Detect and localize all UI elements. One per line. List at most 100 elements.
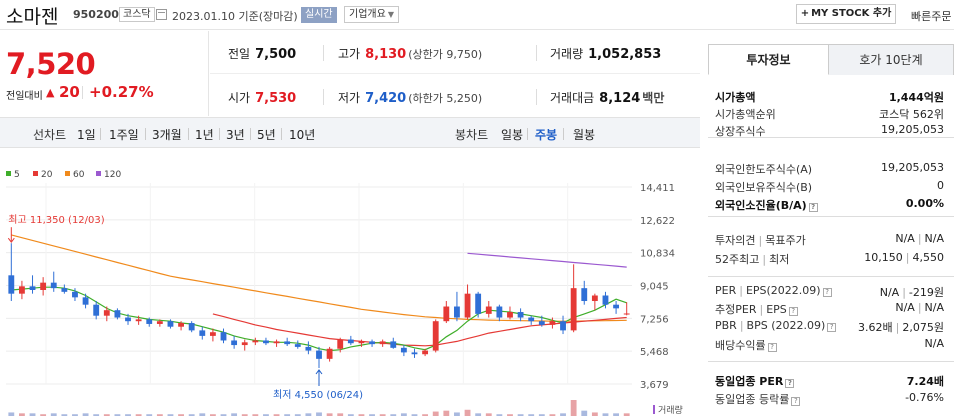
- change-label: 전일대비: [6, 91, 43, 102]
- volume-bar: [294, 414, 301, 416]
- help-icon[interactable]: ?: [822, 288, 832, 297]
- info-key: BPS (2022.09): [746, 319, 826, 332]
- y-tick-label: 10,834: [640, 249, 675, 260]
- help-icon[interactable]: ?: [767, 343, 777, 352]
- candle-weekly[interactable]: 주봉: [535, 128, 558, 142]
- foreign-ownership-group: 외국인한도주식수(A) 19,205,053 외국인보유주식수(B) 0 외국인소진…: [708, 138, 954, 217]
- panel-gap: [700, 31, 708, 416]
- y-tick-label: 3,679: [640, 380, 669, 391]
- period-1w[interactable]: 1주일: [109, 128, 139, 142]
- legend-ma120: 120: [96, 170, 121, 180]
- info-value: N/A: [924, 232, 944, 245]
- info-key: 투자의견: [715, 234, 756, 247]
- divider: [219, 128, 220, 140]
- volume-bar: [602, 413, 609, 416]
- volume-bar: [570, 400, 577, 416]
- volume-bar: [379, 414, 386, 416]
- divider: [563, 128, 564, 140]
- candle-body: [220, 332, 227, 341]
- company-overview-dropdown[interactable]: 기업개요 ▼: [344, 6, 399, 23]
- help-icon[interactable]: ?: [827, 323, 837, 332]
- volume-bar: [29, 413, 36, 416]
- info-row: 외국인보유주식수(B) 0: [715, 179, 944, 195]
- volume-bar: [623, 413, 630, 416]
- trade-amount: 거래대금 8,124 백만: [550, 89, 664, 106]
- period-10y[interactable]: 10년: [289, 128, 316, 142]
- info-key: PER: [715, 284, 737, 297]
- candle-body: [18, 286, 25, 294]
- volume: 거래량 1,052,853: [550, 45, 661, 62]
- info-value: 2,075원: [902, 321, 944, 334]
- help-icon[interactable]: ?: [788, 307, 798, 316]
- high-label: 고가: [338, 47, 361, 61]
- info-value: 10,150: [864, 251, 903, 264]
- stock-name: 소마젠: [6, 6, 59, 28]
- prev-close-label: 전일: [228, 47, 251, 61]
- high-price: 고가 8,130 (상한가 9,750): [338, 45, 482, 62]
- candle-body: [294, 344, 301, 347]
- amount-value: 8,124: [599, 91, 641, 106]
- help-icon[interactable]: ?: [791, 397, 801, 406]
- volume-bar: [156, 414, 163, 416]
- candle-body: [507, 312, 513, 318]
- candle-body: [337, 339, 344, 349]
- help-icon[interactable]: ?: [808, 203, 818, 212]
- add-mystock-button[interactable]: + MY STOCK 추가: [796, 4, 896, 24]
- candle-body: [231, 340, 238, 346]
- volume-bar: [485, 413, 492, 416]
- stock-chart[interactable]: 5 20 60 120 14,411 12,622 10,834 9,045 7,256…: [0, 149, 700, 416]
- info-row: 시가총액순위 코스닥 562위: [715, 106, 944, 122]
- candle-body: [284, 341, 291, 345]
- volume-bar: [114, 414, 121, 416]
- high-annotation: 최고 11,350 (12/03): [8, 214, 104, 226]
- volume-bar: [93, 414, 100, 416]
- candle-body: [40, 282, 47, 290]
- info-row: 추정PER | EPS? N/A | N/A: [715, 301, 944, 316]
- legend-swatch: [65, 171, 70, 176]
- period-5y[interactable]: 5년: [257, 128, 276, 142]
- volume-bar: [72, 414, 78, 416]
- volume-bar: [188, 414, 195, 416]
- volume-bar: [199, 413, 206, 416]
- volume-bar: [400, 413, 407, 416]
- chart-canvas: 14,411 12,622 10,834 9,045 7,256 5,468 3,679 거래…: [6, 183, 683, 416]
- info-key: 배당수익률: [715, 339, 766, 352]
- divider: [536, 89, 537, 105]
- info-value: 코스닥 562위: [879, 108, 944, 121]
- period-3m[interactable]: 3개월: [152, 128, 182, 142]
- legend-swatch: [33, 171, 38, 176]
- candle-body: [369, 341, 375, 345]
- quick-order-link[interactable]: 빠른주문: [911, 10, 952, 23]
- low-price: 저가 7,420 (하한가 5,250): [338, 89, 482, 106]
- info-key: PBR: [715, 319, 737, 332]
- info-value: 3.62배: [858, 321, 893, 334]
- low-arrow-icon: [315, 369, 323, 375]
- volume-bar: [496, 414, 503, 416]
- volume-bar: [8, 412, 15, 416]
- open-label: 시가: [228, 91, 251, 105]
- candle-body: [252, 340, 259, 343]
- candle-chart-label: 봉차트: [455, 128, 489, 142]
- price-change: 20: [59, 83, 80, 101]
- period-1d[interactable]: 1일: [77, 128, 96, 142]
- candle-body: [103, 310, 110, 316]
- base-date: 2023.01.10 기준(장마감): [172, 10, 298, 23]
- period-1y[interactable]: 1년: [195, 128, 214, 142]
- period-3y[interactable]: 3년: [226, 128, 245, 142]
- candle-monthly[interactable]: 월봉: [573, 128, 596, 142]
- realtime-button[interactable]: 실시간: [301, 7, 337, 23]
- volume-bar: [135, 414, 142, 416]
- volume-bar: [560, 413, 566, 416]
- divider: [323, 89, 324, 105]
- candle-daily[interactable]: 일봉: [501, 128, 524, 142]
- candle-body: [167, 321, 174, 327]
- tab-order-book[interactable]: 호가 10단계: [829, 44, 954, 75]
- volume-bar: [369, 414, 375, 416]
- divider: [188, 128, 189, 140]
- tab-investment-info[interactable]: 투자정보: [708, 44, 829, 75]
- candle-body: [517, 312, 524, 318]
- candle-body: [29, 286, 36, 290]
- help-icon[interactable]: ?: [785, 379, 795, 388]
- divider: [281, 128, 282, 140]
- high-value: 8,130: [365, 47, 407, 62]
